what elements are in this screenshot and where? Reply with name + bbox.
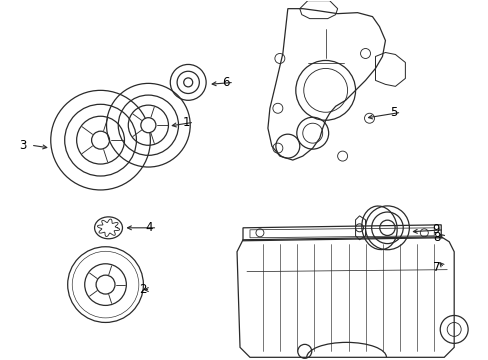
Circle shape <box>183 78 192 87</box>
Text: 6: 6 <box>222 76 229 89</box>
Circle shape <box>96 275 115 294</box>
Text: 7: 7 <box>432 261 439 274</box>
Text: 3: 3 <box>20 139 27 152</box>
Text: 4: 4 <box>145 221 153 234</box>
Text: 8: 8 <box>432 231 439 244</box>
Text: 9: 9 <box>432 223 439 236</box>
Circle shape <box>379 220 394 235</box>
Text: 2: 2 <box>139 283 146 296</box>
Text: 1: 1 <box>183 116 190 129</box>
Text: 5: 5 <box>389 106 397 119</box>
Circle shape <box>91 131 109 149</box>
Circle shape <box>141 118 156 133</box>
